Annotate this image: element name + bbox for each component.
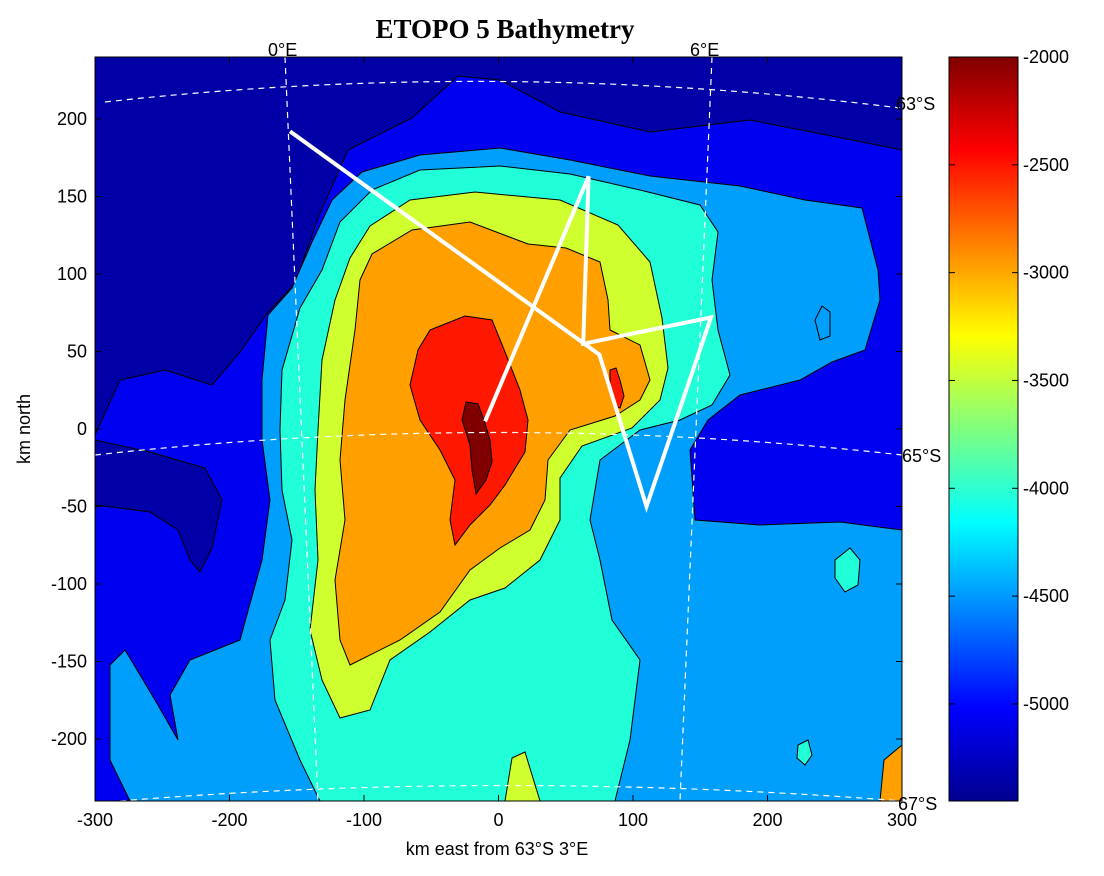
colorbar-tick-label: -3000 bbox=[1023, 263, 1069, 283]
x-tick-label: -300 bbox=[77, 810, 113, 830]
y-tick-label: -50 bbox=[61, 497, 87, 517]
contour-fill-seamount-3 bbox=[796, 739, 813, 766]
colorbar-tick-label: -2000 bbox=[1023, 47, 1069, 67]
y-tick-label: 0 bbox=[77, 419, 87, 439]
graticule bbox=[95, 57, 902, 801]
graticule-meridian-0e bbox=[284, 57, 319, 801]
graticule-meridian-6e bbox=[679, 57, 713, 801]
graticule-label-0e: 0°E bbox=[268, 40, 297, 60]
colorbar-tick-label: -4000 bbox=[1023, 478, 1069, 498]
plot-area bbox=[94, 56, 903, 802]
graticule-parallel-63s bbox=[104, 80, 901, 109]
colorbar-tick-label: -5000 bbox=[1023, 694, 1069, 714]
bathymetry-contours bbox=[95, 75, 902, 801]
colorbar-gradient bbox=[948, 56, 1019, 802]
graticule-labels: 0°E 6°E 63°S 65°S 67°S bbox=[268, 40, 941, 814]
contour-fill-seamount-1 bbox=[834, 547, 861, 593]
graticule-parallel-67s bbox=[119, 784, 902, 801]
colorbar-tick-label: -2500 bbox=[1023, 155, 1069, 175]
colorbar: -2000 -2500 -3000 -3500 -4000 -4500 -5000 bbox=[948, 47, 1069, 802]
y-axis-label: km north bbox=[14, 394, 34, 464]
colorbar-tick-label: -4500 bbox=[1023, 586, 1069, 606]
colorbar-tick-label: -3500 bbox=[1023, 370, 1069, 390]
x-tick-label: 100 bbox=[618, 810, 648, 830]
graticule-label-63s: 63°S bbox=[896, 94, 935, 114]
contour-fill-seamount-2 bbox=[814, 305, 831, 341]
graticule-label-65s: 65°S bbox=[902, 446, 941, 466]
contour-fill-2000 bbox=[461, 401, 493, 496]
x-tick-label: 0 bbox=[493, 810, 503, 830]
contour-fill-corner bbox=[879, 744, 902, 801]
y-tick-label: -200 bbox=[51, 729, 87, 749]
graticule-label-6e: 6°E bbox=[690, 40, 719, 60]
y-tick-label: -150 bbox=[51, 652, 87, 672]
x-tick-label: 300 bbox=[887, 810, 917, 830]
x-axis-label: km east from 63°S 3°E bbox=[406, 839, 588, 859]
colorbar-ticks: -2000 -2500 -3000 -3500 -4000 -4500 -5000 bbox=[949, 47, 1069, 714]
chart-title: ETOPO 5 Bathymetry bbox=[376, 14, 635, 44]
graticule-label-67s: 67°S bbox=[898, 794, 937, 814]
ship-track-line bbox=[288, 129, 715, 513]
y-tick-label: 150 bbox=[57, 187, 87, 207]
y-tick-label: 200 bbox=[57, 109, 87, 129]
y-axis: 200 150 100 50 0 -50 -100 -150 -200 bbox=[51, 109, 902, 749]
y-tick-label: 100 bbox=[57, 264, 87, 284]
contour-fill-southern-ridge bbox=[504, 751, 541, 801]
x-tick-label: -100 bbox=[346, 810, 382, 830]
y-tick-label: 50 bbox=[67, 342, 87, 362]
contour-fill-5000-small bbox=[95, 439, 223, 573]
x-tick-label: -200 bbox=[211, 810, 247, 830]
y-tick-label: -100 bbox=[51, 574, 87, 594]
x-tick-label: 200 bbox=[752, 810, 782, 830]
x-axis: -300 -200 -100 0 100 200 300 bbox=[77, 57, 917, 830]
